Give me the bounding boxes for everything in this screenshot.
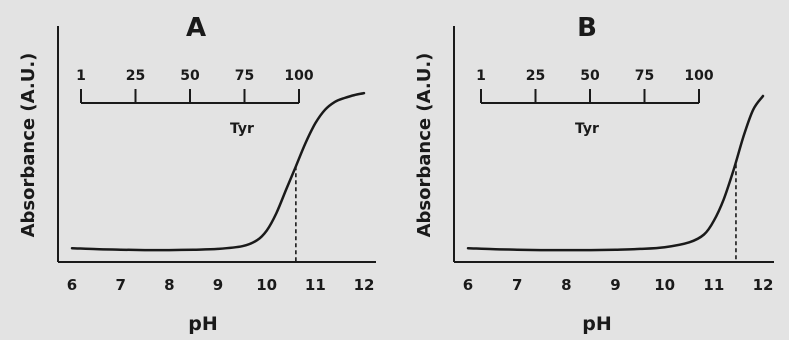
x-tick-label: 10 (654, 276, 675, 294)
x-axis-label: pH (188, 313, 218, 335)
x-tick-label: 10 (256, 276, 277, 294)
x-tick-label: 6 (463, 276, 473, 294)
tyr-scale-tick-label: 25 (526, 68, 545, 84)
tyr-scale-tick-label: 50 (580, 68, 600, 84)
x-tick-label: 8 (561, 276, 571, 294)
tyr-scale-tick-label: 50 (180, 68, 200, 84)
x-tick-label: 12 (354, 276, 375, 294)
series-line-0 (70, 91, 366, 252)
tyr-scale-tick-label: 75 (635, 68, 654, 84)
x-tick-label: 12 (753, 276, 774, 294)
tyr-scale-tick-label: 25 (126, 68, 145, 84)
x-tick-label: 9 (610, 276, 620, 294)
x-tick-label: 9 (213, 276, 223, 294)
x-tick-label: 7 (512, 276, 522, 294)
series-line-0 (466, 94, 765, 252)
tyr-scale-tick-label: 100 (284, 68, 313, 84)
tyr-scale-tick-label: 100 (684, 68, 713, 84)
x-tick-label: 8 (164, 276, 174, 294)
tyr-scale-tick-label: 75 (235, 68, 254, 84)
x-tick-label: 6 (67, 276, 77, 294)
x-tick-label: 7 (115, 276, 125, 294)
tyr-scale-tick-label: 1 (476, 68, 486, 84)
panel-a: A Absorbance (A.U.) pH 6 7 8 9 10 11 12 1 25 50 75 100… (18, 13, 376, 335)
y-axis-label: Absorbance (A.U.) (414, 53, 435, 238)
x-tick-label: 11 (703, 276, 724, 294)
x-tick-label: 11 (305, 276, 326, 294)
y-axis-label: Absorbance (A.U.) (18, 53, 39, 238)
tyr-scale-tick-label: 1 (76, 68, 86, 84)
panel-b: B Absorbance (A.U.) pH 6 7 8 9 10 11 12 1 25 50 75 100… (414, 13, 774, 335)
panel-letter: B (577, 13, 597, 43)
tyr-scale-label: Tyr (575, 121, 599, 137)
panel-letter: A (186, 13, 206, 43)
tyr-scale-label: Tyr (230, 121, 254, 137)
x-axis-label: pH (582, 313, 612, 335)
